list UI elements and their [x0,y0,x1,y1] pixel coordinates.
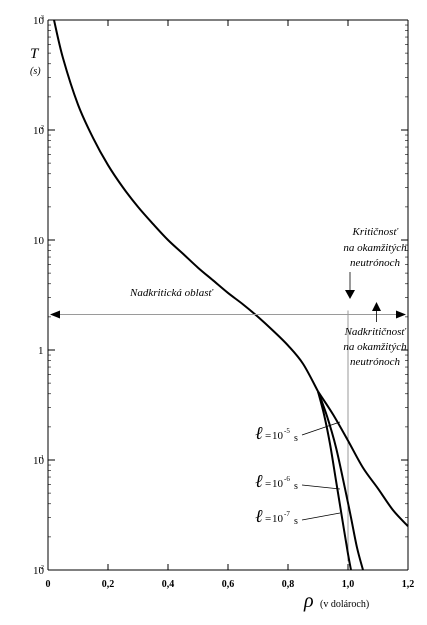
svg-text:10: 10 [272,513,284,525]
series-l7-leader [301,512,341,521]
series-l5-curve [317,390,409,527]
x-tick-label: 0,6 [222,579,235,590]
svg-text:10: 10 [272,430,284,442]
svg-text:ℓ: ℓ [255,506,263,526]
y-tick-exponent: -2 [39,564,44,571]
series-l6-leader [301,484,341,490]
y-tick-exponent: 3 [41,14,44,21]
svg-text:10: 10 [272,478,284,490]
svg-text:Kritičnosť: Kritičnosť [352,226,399,238]
svg-text:ℓ: ℓ [255,423,263,443]
series-l6-curve [317,391,364,571]
series-l5-label: ℓ = 10 -5 s [255,423,298,444]
y-axis-title: T [30,46,40,62]
svg-text:ℓ: ℓ [255,471,263,491]
supercritical-region-label: Nadkritická oblasť [129,287,214,299]
y-axis-unit: (s) [30,66,41,77]
series-l5-leader [301,421,341,436]
svg-text:s: s [294,433,298,444]
series-l7-label: ℓ = 10 -7 s [255,506,298,527]
svg-text:-5: -5 [284,427,290,435]
y-tick-label: 10 [33,15,45,27]
prompt-supercriticality-label: Nadkritičnosť na okamžitých neutrónoch [343,326,407,368]
y-tick-label: 10 [33,235,45,247]
x-tick-label: 0,4 [162,579,175,590]
prompt-supercriticality-arrow [372,302,381,311]
x-tick-label: 0,2 [102,579,115,590]
svg-text:Nadkritičnosť: Nadkritičnosť [344,326,407,338]
x-axis-unit: (v dolároch) [320,599,369,610]
x-tick-label: 1,0 [342,579,355,590]
supercritical-region-arrow [50,310,406,319]
svg-text:na okamžitých: na okamžitých [343,242,407,254]
svg-text:=: = [265,430,271,442]
svg-text:s: s [294,481,298,492]
series-l6-label: ℓ = 10 -6 s [255,471,298,492]
svg-text:na okamžitých: na okamžitých [343,341,407,353]
x-ticks: 0 0,2 0,4 0,6 0,8 1,0 1,2 [46,20,415,590]
y-tick-label: 1 [38,345,44,357]
y-tick-label: 10 [33,455,45,467]
svg-text:=: = [265,513,271,525]
svg-text:=: = [265,478,271,490]
y-minor-ticks [48,24,408,538]
prompt-criticality-arrow [345,290,355,299]
x-axis-title: ρ [303,590,314,612]
svg-text:s: s [294,516,298,527]
svg-text:-6: -6 [284,475,290,483]
x-tick-label: 1,2 [402,579,415,590]
y-tick-label: 10 [33,565,45,577]
y-tick-label: 10 [33,125,45,137]
x-tick-label: 0,8 [282,579,295,590]
y-tick-exponent: 2 [41,124,44,131]
x-tick-label: 0 [46,579,51,590]
svg-text:neutrónoch: neutrónoch [350,257,401,269]
svg-text:neutrónoch: neutrónoch [350,356,401,368]
svg-text:-7: -7 [284,510,290,518]
series-l7-curve [317,391,352,571]
main-curve [53,19,319,392]
prompt-criticality-label: Kritičnosť na okamžitých neutrónoch [343,226,407,269]
y-tick-exponent: -1 [39,454,44,461]
